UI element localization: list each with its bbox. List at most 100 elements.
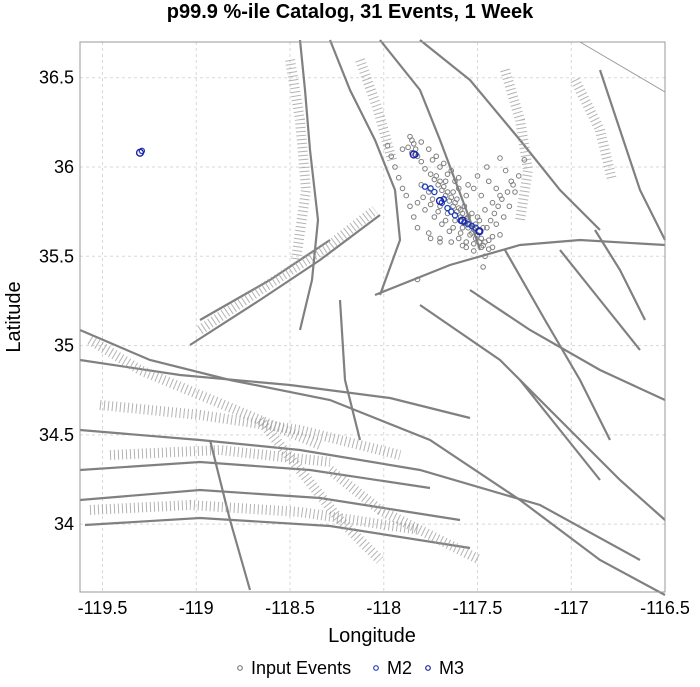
fault-line bbox=[519, 379, 601, 481]
data-point bbox=[485, 178, 492, 185]
fault-line bbox=[199, 239, 331, 321]
data-point bbox=[414, 199, 421, 206]
data-point bbox=[429, 157, 436, 163]
x-tick-label: -118 bbox=[366, 598, 401, 618]
data-point bbox=[425, 230, 432, 236]
data-point bbox=[470, 240, 477, 247]
data-point bbox=[420, 194, 426, 201]
data-point bbox=[435, 196, 445, 206]
data-point bbox=[405, 144, 411, 151]
fault-zone bbox=[109, 444, 331, 467]
fault-zone bbox=[197, 206, 379, 335]
data-point bbox=[440, 160, 447, 167]
data-point bbox=[476, 228, 483, 235]
fault-line-thin bbox=[579, 41, 666, 93]
fault-line bbox=[79, 428, 641, 561]
y-tick-label: 35 bbox=[54, 336, 74, 356]
data-point bbox=[437, 239, 443, 245]
data-point bbox=[448, 194, 455, 201]
data-point bbox=[470, 248, 477, 254]
y-axis-ticks: 34 34.5 35 35.5 36 36.5 bbox=[39, 68, 74, 534]
data-point bbox=[506, 203, 513, 210]
data-point bbox=[427, 185, 434, 192]
data-point bbox=[427, 171, 434, 177]
x-tick-label: -118.5 bbox=[265, 598, 315, 618]
data-point bbox=[459, 224, 466, 231]
data-point bbox=[515, 173, 522, 179]
data-point bbox=[457, 230, 464, 236]
data-point bbox=[493, 221, 500, 227]
data-point bbox=[392, 164, 398, 170]
fault-lines bbox=[79, 39, 666, 596]
data-point bbox=[429, 196, 436, 202]
data-point bbox=[497, 232, 503, 238]
data-point bbox=[457, 207, 464, 213]
data-point bbox=[476, 217, 483, 224]
data-point bbox=[138, 147, 146, 155]
data-point bbox=[463, 244, 470, 251]
y-tick-label: 35.5 bbox=[39, 246, 74, 266]
data-point bbox=[464, 220, 472, 228]
data-point bbox=[482, 207, 488, 213]
fault-line bbox=[338, 299, 362, 441]
x-tick-label: -117 bbox=[554, 598, 589, 618]
data-point bbox=[467, 232, 473, 238]
data-point bbox=[487, 217, 494, 224]
data-point bbox=[425, 146, 432, 152]
data-point bbox=[493, 185, 500, 192]
fault-line bbox=[189, 214, 381, 346]
data-point bbox=[489, 233, 496, 240]
data-point bbox=[480, 264, 486, 270]
data-point bbox=[440, 183, 447, 190]
data-point bbox=[442, 217, 449, 224]
data-point bbox=[458, 216, 467, 225]
fault-line bbox=[328, 39, 402, 296]
fault-zone bbox=[500, 68, 534, 221]
data-point bbox=[437, 164, 443, 170]
chart-title: p99.9 %-ile Catalog, 31 Events, 1 Week bbox=[167, 1, 534, 23]
data-point bbox=[442, 178, 449, 185]
fault-line bbox=[79, 328, 666, 596]
fault-line bbox=[79, 460, 431, 490]
data-point bbox=[418, 139, 425, 145]
data-point bbox=[463, 239, 470, 245]
data-point bbox=[448, 167, 455, 174]
data-point bbox=[502, 167, 509, 174]
fault-line bbox=[594, 229, 646, 321]
y-tick-label: 34.5 bbox=[39, 425, 74, 445]
data-point bbox=[446, 228, 453, 235]
data-point bbox=[484, 224, 490, 231]
data-point bbox=[410, 140, 417, 147]
x-tick-label: -116.5 bbox=[640, 598, 690, 618]
data-point bbox=[510, 182, 516, 188]
fault-line bbox=[208, 439, 252, 591]
fault-line bbox=[598, 69, 666, 241]
data-point bbox=[135, 148, 145, 157]
legend-label: Input Events bbox=[251, 658, 351, 678]
data-point bbox=[474, 173, 481, 179]
data-point bbox=[414, 224, 421, 231]
data-point bbox=[475, 227, 484, 236]
data-point bbox=[395, 174, 402, 181]
x-tick-label: -117.5 bbox=[453, 598, 503, 618]
data-point bbox=[444, 189, 451, 195]
data-point bbox=[388, 153, 395, 160]
data-point bbox=[421, 183, 429, 190]
data-point bbox=[455, 174, 462, 181]
data-point bbox=[431, 214, 438, 220]
data-point bbox=[482, 253, 488, 260]
y-tick-label: 36.5 bbox=[39, 68, 74, 88]
data-point bbox=[437, 235, 443, 242]
data-point bbox=[478, 235, 485, 242]
data-point bbox=[435, 208, 441, 215]
data-point bbox=[452, 178, 458, 185]
data-point bbox=[410, 214, 417, 220]
data-point bbox=[469, 210, 475, 217]
data-point bbox=[447, 208, 455, 215]
legend-marker bbox=[237, 665, 243, 671]
event-points bbox=[135, 133, 528, 283]
x-axis-ticks: -119.5 -119 -118.5 -118 -117.5 -117 -116.5 bbox=[78, 598, 690, 618]
data-point bbox=[437, 178, 443, 185]
data-point bbox=[444, 204, 451, 212]
data-point bbox=[470, 185, 477, 192]
